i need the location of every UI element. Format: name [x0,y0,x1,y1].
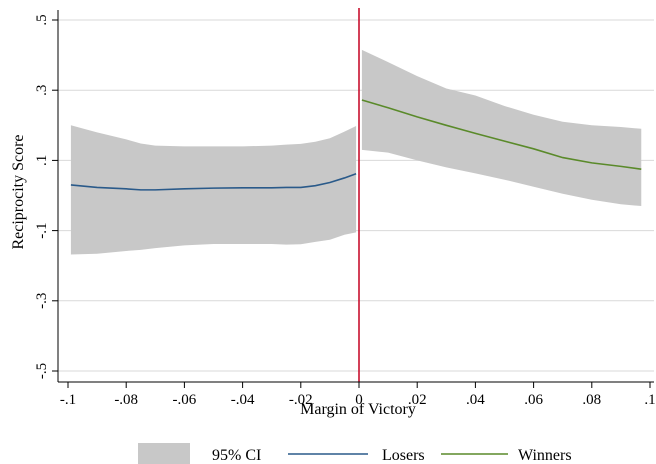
x-tick-label-6: .02 [408,392,427,408]
y-tick-label-0: -.5 [34,363,50,379]
y-axis-title: Reciprocity Score [10,134,27,249]
ci-bands [70,49,642,255]
series-lines [70,99,642,191]
ci-band-losers [70,125,357,255]
series-line-winners [361,99,642,170]
y-ticks: -.5 -.3 -.1 .1 .3 .5 [34,14,58,379]
series-line-losers [70,172,357,191]
legend-winners-label: Winners [518,447,572,464]
legend-ci-label: 95% CI [212,447,261,464]
x-tick-label-7: .04 [466,392,485,408]
x-tick-label-4: -.02 [289,392,313,408]
x-tick-label-9: .08 [582,392,601,408]
y-tick-label-2: -.1 [34,222,50,238]
y-tick-label-3: .1 [34,155,50,166]
x-tick-label-1: -.08 [114,392,138,408]
x-ticks: -.1 -.08 -.06 -.04 -.02 0 .02 .04 .06 .08 .1 [60,382,656,408]
x-tick-label-5: 0 [355,392,363,408]
x-axis-title: Margin of Victory [300,401,416,418]
legend-losers-label: Losers [382,447,425,464]
legend-ci-swatch [138,443,190,464]
x-tick-label-2: -.06 [173,392,197,408]
y-tick-label-5: .5 [34,14,50,25]
x-tick-label-0: -.1 [60,392,76,408]
y-tick-label-1: -.3 [34,293,50,309]
legend: 95% CI Losers Winners [138,443,572,464]
x-tick-label-10: .1 [644,392,655,408]
y-tick-label-4: .3 [34,85,50,96]
axes [57,10,654,383]
x-tick-label-3: -.04 [231,392,255,408]
x-tick-label-8: .06 [524,392,543,408]
ci-band-winners [361,49,642,207]
